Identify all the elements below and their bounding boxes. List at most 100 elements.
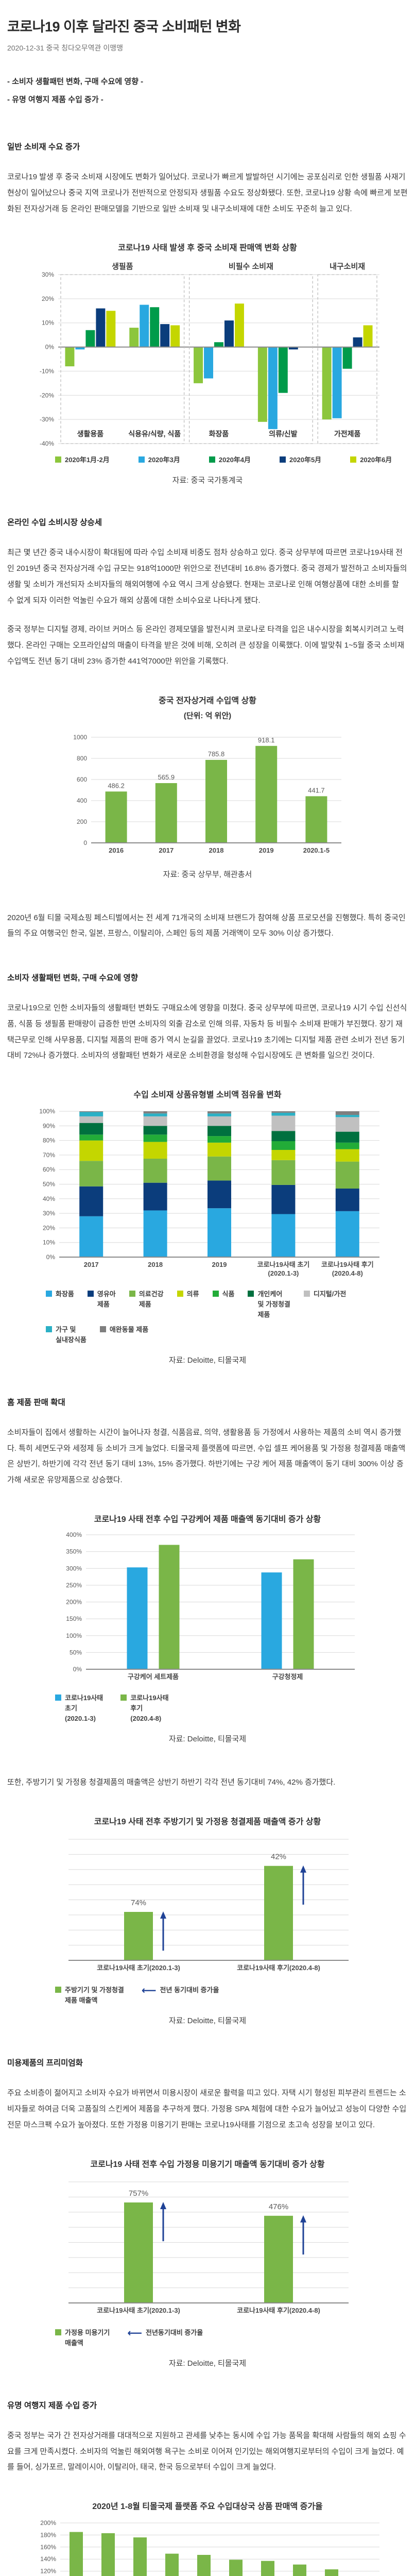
legend-item: 가구 및 실내장식품 — [46, 1325, 87, 1345]
chart-source: 자료: Deloitte, 티몰국제 — [168, 1735, 247, 1744]
legend-item: 2020年6月 — [350, 455, 392, 465]
svg-text:100%: 100% — [66, 1632, 82, 1639]
svg-text:140%: 140% — [40, 2555, 56, 2563]
legend-label: 가구 및 실내장식품 — [56, 1325, 87, 1344]
beauty-device-growth-chart: 757% 코로나19사태 초기(2020.1-3) 476% 코로나19사태 후기(2… — [68, 2181, 349, 2314]
byline: 2020-12-31 중국 칭다오무역관 이맹맹 — [7, 44, 123, 52]
svg-text:2018: 2018 — [148, 1261, 163, 1268]
svg-text:식용유/식량, 식품: 식용유/식량, 식품 — [128, 430, 181, 438]
legend-label: 전년 동기대비 증가율 — [160, 1986, 219, 1994]
chart-title: 코로나19 사태 전후 주방기기 및 가정용 청결제품 매출액 증가 상황 — [94, 1818, 321, 1827]
legend-item: 2020年5月 — [280, 455, 321, 465]
svg-text:60%: 60% — [43, 1166, 55, 1173]
svg-text:120%: 120% — [40, 2568, 56, 2575]
bullet-line: - 유명 여행지 제품 수입 증가 - — [7, 95, 103, 104]
svg-text:구강청정제: 구강청정제 — [272, 1673, 303, 1681]
svg-text:70%: 70% — [43, 1151, 55, 1159]
legend-label: 영유아 제품 — [97, 1290, 116, 1309]
svg-text:-30%: -30% — [40, 416, 54, 423]
legend-arrow-item: ⟵ 전년 동기대비 증가율 — [142, 1985, 219, 1996]
summary-bullets: - 소비자 생활패턴 변화, 구매 수요에 영향 - - 유명 여행지 제품 수… — [7, 76, 408, 105]
legend-swatch — [55, 1987, 61, 1993]
legend-label: 의료건강 제품 — [139, 1290, 164, 1309]
chart-block-ecommerce-imports: 중국 전자상거래 수입액 상황 (단위: 억 위안) 0 200 400 600 800… — [22, 693, 393, 879]
legend-swatch — [46, 1326, 52, 1332]
svg-text:350%: 350% — [66, 1548, 82, 1555]
svg-text:20%: 20% — [42, 295, 54, 302]
svg-text:200%: 200% — [40, 2519, 56, 2527]
legend-item: 화장품 — [46, 1289, 74, 1299]
section-heading-home-products: 홈 제품 판매 확대 — [7, 1398, 65, 1407]
chart-block-beauty-device: 코로나19 사태 전후 수입 가정용 미용기기 매출액 동기대비 증가 상황 7… — [22, 2157, 393, 2368]
svg-text:0%: 0% — [45, 344, 55, 351]
svg-text:30%: 30% — [43, 1210, 55, 1217]
svg-text:50%: 50% — [70, 1649, 82, 1656]
section-heading-online-import: 온라인 수입 소비시장 상승세 — [7, 518, 102, 528]
svg-text:2017: 2017 — [84, 1261, 99, 1268]
svg-text:2017: 2017 — [159, 846, 174, 854]
svg-text:10%: 10% — [42, 319, 54, 327]
paragraph: 최근 몇 년간 중국 내수시장이 확대됨에 따라 수입 소비재 비중도 점차 상… — [7, 548, 407, 605]
legend-item: 코로나19사태 후기 (2020.4-8) — [120, 1693, 169, 1724]
left-arrow-icon: ⟵ — [141, 1985, 157, 1997]
legend-label: 화장품 — [56, 1290, 74, 1298]
svg-text:코로나19사태 초기(2020.1-3): 코로나19사태 초기(2020.1-3) — [257, 1261, 310, 1277]
svg-text:의류/신발: 의류/신발 — [269, 430, 298, 438]
svg-text:200: 200 — [77, 818, 87, 825]
svg-text:2019: 2019 — [212, 1261, 227, 1268]
chart-block-country-growth: 2020년 1-8월 티몰국제 플랫폼 주요 수입대상국 상품 판매액 증가율 … — [22, 2499, 393, 2576]
svg-text:160%: 160% — [40, 2544, 56, 2551]
svg-text:화장품: 화장품 — [209, 430, 229, 438]
svg-text:150%: 150% — [66, 1615, 82, 1622]
paragraph: 2020년 6월 티몰 국제쇼핑 페스티벌에서는 전 세계 71개국의 소비재 … — [7, 913, 406, 938]
section-heading-travel-destination: 유명 여행지 제품 수입 증가 — [7, 2401, 97, 2410]
svg-text:40%: 40% — [43, 1195, 55, 1202]
chart-title: 2020년 1-8월 티몰국제 플랫폼 주요 수입대상국 상품 판매액 증가율 — [92, 2502, 323, 2512]
legend-item: 의료건강 제품 — [129, 1289, 164, 1310]
svg-text:코로나19사태 후기(2020.4-8): 코로나19사태 후기(2020.4-8) — [237, 2307, 320, 2314]
paragraph: 중국 정부는 디지털 경제, 라이브 커머스 등 온라인 경제모델을 발전시켜 … — [7, 625, 405, 666]
paragraph: 소비자들이 집에서 생활하는 시간이 늘어나자 청결, 식품음료, 의약, 생활… — [7, 1428, 406, 1485]
legend-swatch — [120, 1694, 127, 1701]
section-heading-lifestyle-change: 소비자 생활패턴 변화, 구매 수요에 영향 — [7, 974, 138, 983]
svg-text:400%: 400% — [66, 1531, 82, 1538]
legend-item: 영유아 제품 — [87, 1289, 116, 1310]
chart-block-kitchen-clean: 코로나19 사태 전후 주방기기 및 가정용 청결제품 매출액 증가 상황 74… — [22, 1815, 393, 2026]
svg-text:476%: 476% — [269, 2202, 288, 2211]
legend-label: 의류 — [186, 1290, 199, 1298]
paragraph: 코로나19 발생 후 중국 소비재 시장에도 변화가 일어났다. 코로나가 빠르… — [7, 173, 408, 213]
chart-legend: 가정용 미용기기 매출액 ⟵ 전년동기대비 증가율 — [55, 2328, 393, 2348]
legend-swatch — [87, 1291, 94, 1297]
legend-item: 2020年1月-2月 — [55, 455, 110, 465]
svg-text:100%: 100% — [39, 1108, 55, 1115]
svg-text:20%: 20% — [43, 1225, 55, 1232]
svg-text:441.7: 441.7 — [308, 786, 325, 794]
chart-title: 코로나19 사태 발생 후 중국 소비재 판매액 변화 상황 — [118, 244, 297, 253]
legend-swatch — [55, 2329, 61, 2335]
paragraph: 또한, 주방기기 및 가정용 청결제품의 매출액은 상반기 하반기 각각 전년 … — [7, 1778, 336, 1787]
legend-label: 2020年1月-2月 — [65, 456, 110, 464]
section-heading-general-demand: 일반 소비재 수요 증가 — [7, 143, 80, 151]
legend-item: 주방기기 및 가정청결 제품 매출액 — [55, 1985, 124, 2006]
legend-item: 의류 — [177, 1289, 199, 1299]
svg-text:400: 400 — [77, 797, 87, 804]
svg-text:80%: 80% — [43, 1137, 55, 1144]
svg-text:-20%: -20% — [40, 392, 54, 399]
svg-text:785.8: 785.8 — [208, 750, 225, 758]
svg-text:30%: 30% — [42, 271, 54, 278]
svg-text:0%: 0% — [46, 1253, 56, 1261]
legend-swatch — [129, 1291, 135, 1297]
legend-item: 식품 — [212, 1289, 234, 1299]
legend-label: 코로나19사태 초기 (2020.1-3) — [65, 1693, 103, 1723]
legend-swatch — [177, 1291, 183, 1297]
svg-text:0%: 0% — [73, 1666, 82, 1673]
legend-swatch — [99, 1326, 106, 1332]
chart-title: 수입 소비재 상품유형별 소비액 점유율 변화 — [133, 1091, 282, 1100]
svg-text:2019: 2019 — [259, 846, 274, 854]
legend-item: 애완동물 제품 — [99, 1325, 148, 1335]
svg-text:코로나19사태 초기(2020.1-3): 코로나19사태 초기(2020.1-3) — [97, 2307, 180, 2314]
svg-text:757%: 757% — [129, 2189, 148, 2197]
chart-legend: 화장품 영유아 제품 의료건강 제품 의류 식품 개인케어 및 가정청결 제품 디지털/가전… — [46, 1289, 393, 1345]
legend-label: 주방기기 및 가정청결 제품 매출액 — [65, 1986, 124, 2005]
